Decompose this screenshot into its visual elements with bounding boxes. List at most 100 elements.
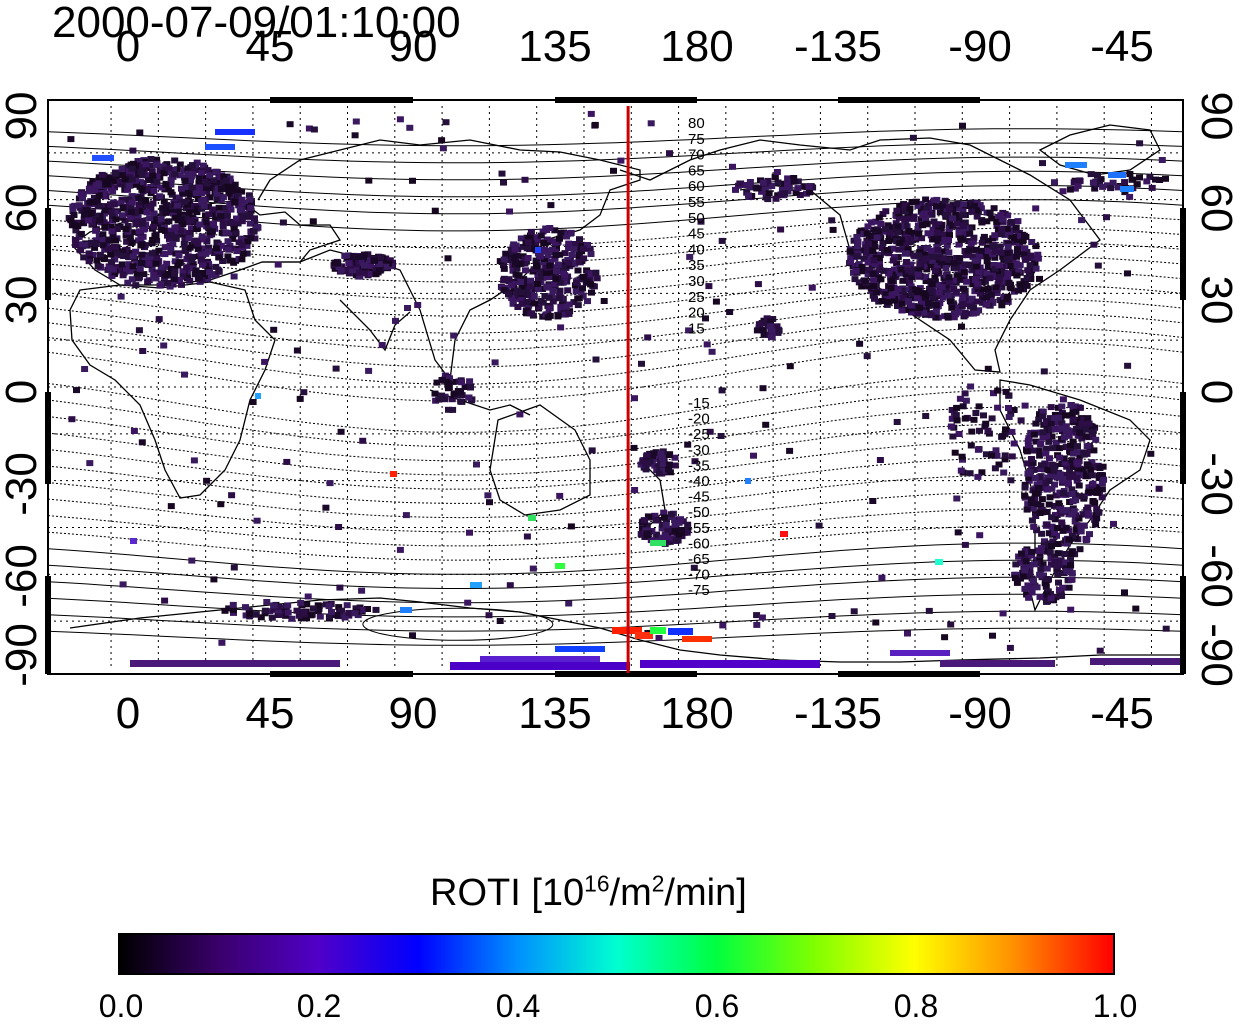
roti-cell (953, 264, 961, 271)
roti-cell (1043, 598, 1051, 604)
roti-cell (274, 607, 282, 614)
roti-cell (954, 529, 962, 536)
roti-cell (1037, 566, 1045, 573)
roti-cell (957, 467, 965, 474)
roti-cell (977, 205, 985, 212)
roti-cell (961, 541, 969, 548)
roti-cell (522, 267, 529, 274)
roti-cell (1051, 502, 1058, 509)
roti-cell (138, 172, 146, 179)
roti-cell (458, 379, 466, 386)
roti-cell (945, 249, 953, 256)
roti-cell (894, 223, 902, 230)
roti-cell (123, 265, 130, 272)
roti-cell (175, 252, 183, 259)
roti-cell (1013, 579, 1021, 586)
roti-cell (457, 398, 465, 405)
roti-cell (899, 294, 907, 301)
roti-cell (167, 189, 175, 196)
roti-cell (1038, 530, 1046, 537)
roti-cell (450, 332, 458, 339)
roti-cell (853, 234, 861, 240)
roti-cell (1004, 243, 1012, 250)
roti-cell (402, 512, 410, 519)
roti-cell (862, 249, 870, 256)
roti-cell (1051, 426, 1059, 432)
roti-cell (1024, 501, 1032, 508)
roti-cell (906, 277, 914, 284)
magnetic-latitude-label: 65 (688, 162, 705, 179)
magnetic-latitude-labels: 8075706560555045403530252015-15-20-25-30… (688, 115, 710, 599)
roti-cell (646, 458, 654, 465)
roti-cell (1096, 647, 1104, 654)
roti-cell (372, 271, 380, 278)
roti-cell (1062, 524, 1070, 531)
roti-cell (219, 258, 227, 264)
roti-cell (464, 599, 472, 606)
roti-cell (364, 606, 371, 612)
roti-cell (1044, 474, 1052, 481)
roti-cell (136, 265, 144, 272)
roti-cell (171, 270, 179, 277)
roti-highlight-cell (935, 559, 943, 565)
roti-cell (570, 246, 578, 252)
roti-cell (983, 270, 991, 277)
roti-cell (128, 176, 136, 183)
roti-cell (1045, 467, 1053, 474)
roti-cell (230, 192, 238, 199)
roti-cell (230, 220, 238, 227)
roti-cell (486, 499, 493, 506)
roti-cell (496, 258, 504, 265)
roti-cell (516, 411, 524, 418)
roti-cell (655, 635, 663, 641)
roti-cell (184, 183, 192, 190)
roti-cell (1036, 552, 1044, 559)
roti-cell (979, 286, 987, 293)
roti-cell (557, 304, 565, 311)
roti-cell (505, 276, 513, 283)
roti-cell (1059, 507, 1067, 514)
roti-cell (531, 245, 538, 252)
roti-cell (351, 132, 359, 139)
roti-cell (1063, 463, 1071, 470)
roti-cell (960, 273, 968, 280)
roti-cell (893, 207, 901, 214)
roti-cell (467, 384, 474, 391)
roti-cell (137, 168, 145, 175)
roti-cell (514, 304, 522, 310)
roti-cell (491, 359, 499, 366)
roti-cell (1018, 550, 1025, 557)
roti-cell (72, 227, 80, 234)
roti-cell (1054, 541, 1062, 547)
roti-cell (1107, 185, 1115, 192)
roti-cell (157, 270, 165, 277)
roti-cell (335, 264, 343, 271)
roti-cell (984, 264, 992, 270)
roti-cell (557, 229, 565, 236)
magnetic-latitude-line (47, 559, 1184, 589)
roti-cell (178, 185, 185, 192)
roti-cell (766, 323, 774, 330)
roti-cell (136, 129, 144, 136)
roti-cell (1072, 497, 1080, 504)
roti-cell (1099, 463, 1107, 470)
roti-cell (561, 272, 569, 279)
roti-cell (1001, 456, 1009, 463)
roti-cell (135, 228, 143, 235)
roti-cell (661, 514, 668, 521)
roti-cell (454, 388, 462, 394)
roti-cell (149, 200, 157, 207)
roti-cell (858, 263, 866, 270)
roti-cell (206, 172, 214, 179)
roti-cell (270, 602, 278, 609)
roti-cell (893, 419, 901, 425)
roti-cell (961, 390, 969, 397)
roti-cell (902, 286, 910, 293)
roti-cell (985, 237, 992, 244)
roti-cell (350, 252, 358, 259)
roti-cell (1015, 242, 1023, 249)
roti-cell (161, 251, 169, 258)
roti-cell (500, 287, 508, 294)
roti-cell (945, 237, 952, 244)
roti-cell (1005, 414, 1013, 420)
